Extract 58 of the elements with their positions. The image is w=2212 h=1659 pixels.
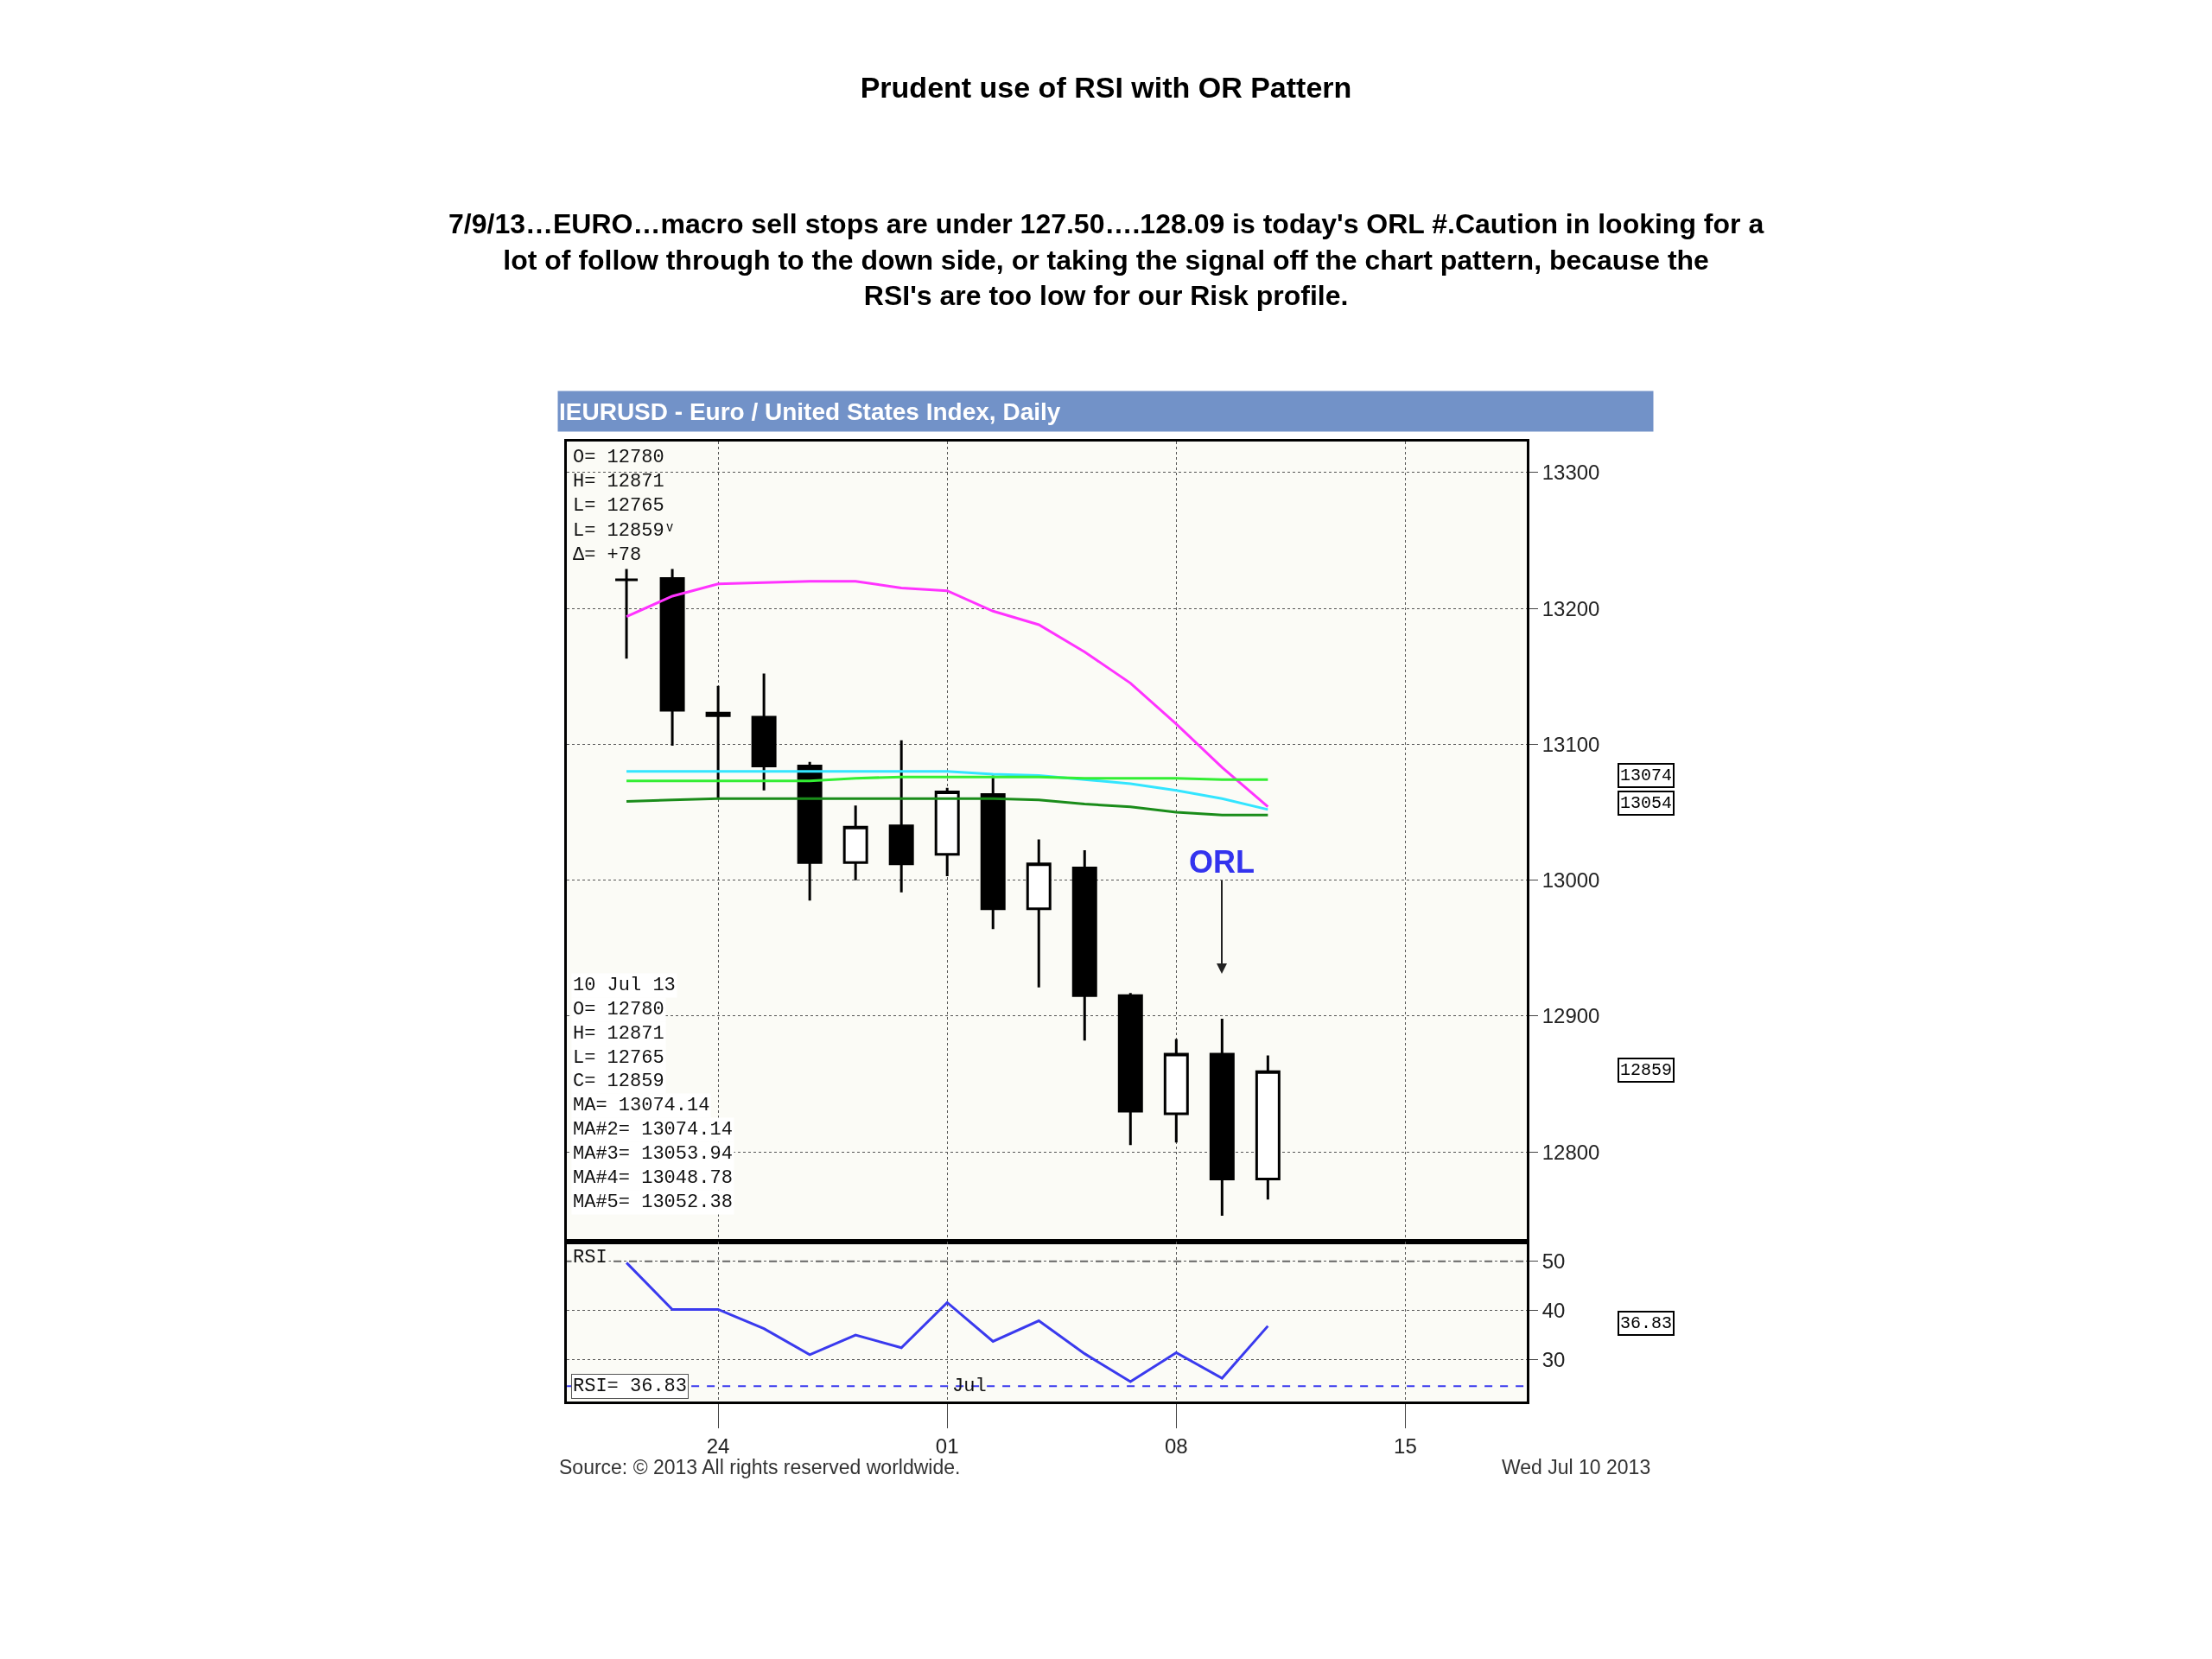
y-tick-label: 40 [1541,1298,1566,1322]
text: IEURUSD - Euro / United States Index, Daily [559,397,1061,425]
y-tick-label: 13000 [1541,868,1600,893]
annotation: Jul [952,1376,987,1397]
y-tick-label: 50 [1541,1249,1566,1274]
annotation: ORL [1189,844,1255,880]
candlestick [751,673,777,791]
annotation: O= 12780 [573,447,664,468]
text: Wed Jul 10 2013 [1502,1456,1651,1478]
candlestick [705,685,731,799]
text: 13074 [1620,766,1673,785]
y-tick-label: 12800 [1541,1140,1600,1164]
annotation: O= 12780 [573,999,664,1020]
annotation: MA= 13074.14 [573,1095,710,1116]
y-tick-label: 30 [1541,1347,1566,1371]
annotation: C= 12859 [573,1071,664,1092]
line-series [625,580,1269,809]
text: 12859 [1620,1060,1673,1080]
candlestick [1255,1055,1281,1200]
candlestick [842,805,868,880]
annotation: MA#3= 13053.94 [573,1143,733,1165]
chart-title: Prudent use of RSI with OR Pattern [860,70,1352,104]
y-tick-label: 13200 [1541,596,1600,620]
y-tick-label: 12900 [1541,1004,1600,1028]
candlestick [797,761,823,901]
candlestick [1117,993,1143,1146]
y-tick-label: 13100 [1541,732,1600,756]
candlestick [934,787,960,876]
annotation: MA#4= 13048.78 [573,1167,733,1189]
candlestick [1209,1019,1235,1217]
annotation: 10 Jul 13 [573,975,676,996]
annotation: L= 12765 [573,495,664,517]
annotation: L= 12765 [573,1047,664,1069]
text: 13054 [1620,793,1673,813]
annotation: H= 12871 [573,471,664,493]
line-series [625,797,1269,817]
candlestick [1026,839,1052,988]
candlestick [888,740,914,893]
chart-subtitle: 7/9/13…EURO…macro sell stops are under 127.50….128.09 is today's ORL #.Caution in looking for a lot of follow through to the down side, or taking the signal off the chart pattern, because the RSI's are too low for our Risk profile. [448,208,1764,312]
candlestick [1163,1039,1189,1143]
candlestick [1071,850,1097,1041]
annotation: RSI= 36.83 [573,1376,688,1397]
text: 36.83 [1620,1313,1673,1333]
annotation: RSI [573,1247,607,1268]
annotation: MA#2= 13074.14 [573,1119,733,1141]
x-tick-label: 01 [935,1434,959,1459]
x-tick-label: 08 [1164,1434,1188,1459]
annotation: MA#5= 13052.38 [573,1192,733,1213]
annotation: Δ= +78 [573,544,642,566]
y-tick-label: 13300 [1541,461,1600,485]
source-note: Source: © 2013 All rights reserved worldwide. [559,1456,961,1478]
x-tick-label: 24 [706,1434,730,1459]
candlestick [659,569,685,746]
annotation: H= 12871 [573,1023,664,1045]
annotation: L= 12859ᵛ [573,520,676,542]
line-series [625,770,1269,811]
x-tick-label: 15 [1394,1434,1417,1459]
candlestick [613,569,639,659]
